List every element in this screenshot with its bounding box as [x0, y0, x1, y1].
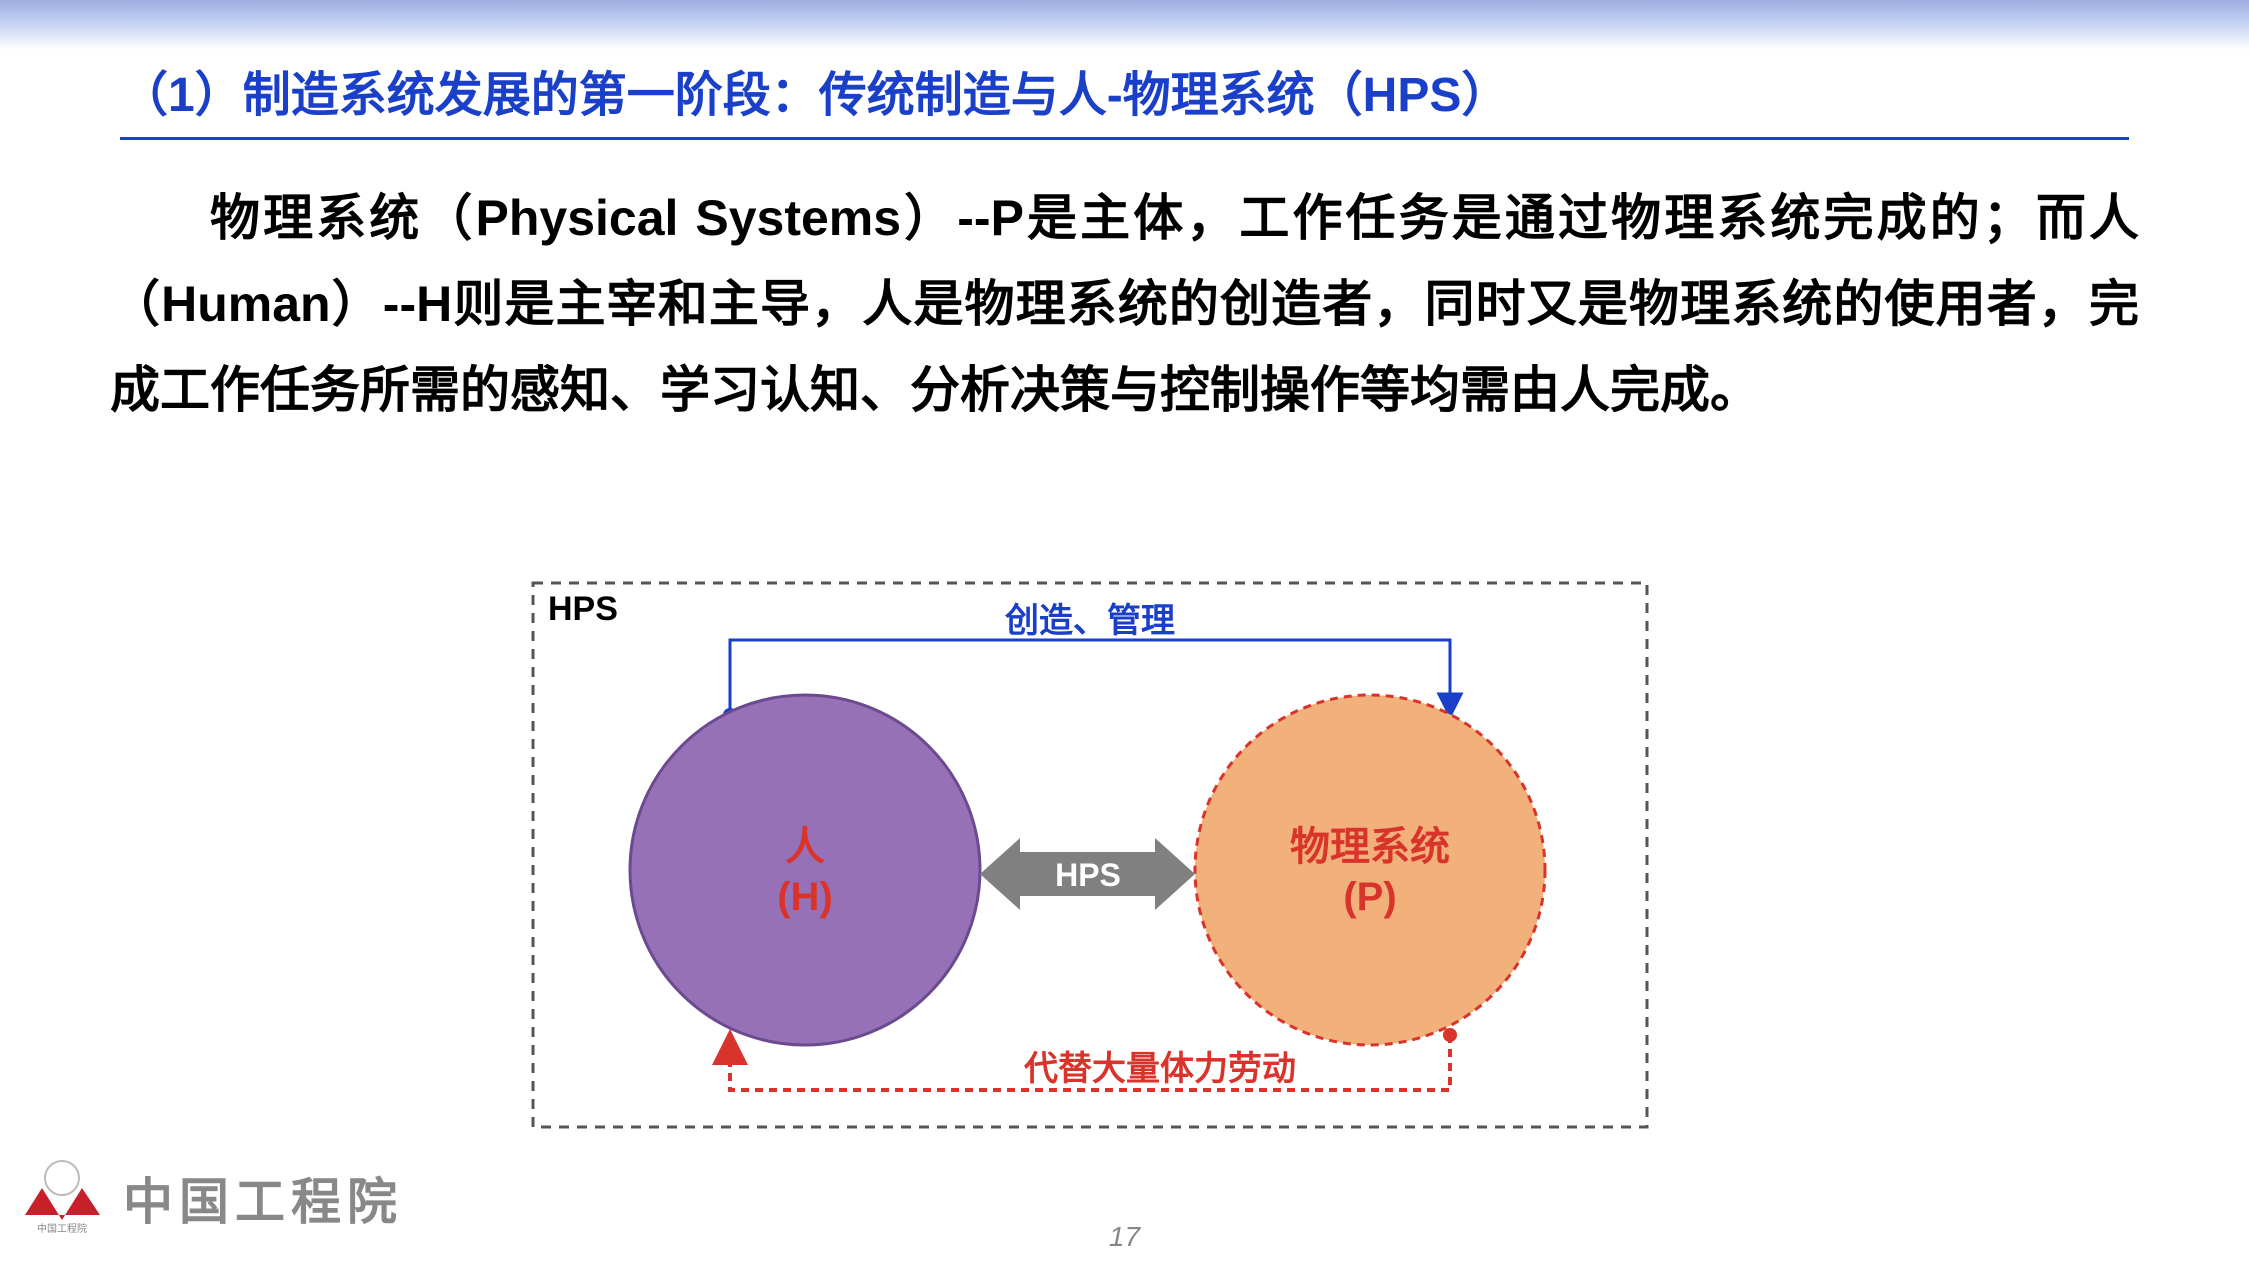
org-name: 中国工程院 [123, 1162, 403, 1234]
svg-text:中国工程院: 中国工程院 [37, 1222, 87, 1235]
node-physical-label1: 物理系统 [1290, 825, 1450, 869]
slide-title: （1）制造系统发展的第一阶段：传统制造与人-物理系统（HPS） [120, 55, 2129, 140]
edge-bottom-start-dot [1443, 1028, 1457, 1042]
node-physical [1195, 695, 1545, 1045]
cae-logo-icon: 中国工程院 [20, 1160, 105, 1235]
diagram-svg: HPS 创造、管理 人 (H) 物理系统 (P) HPS 代替大量体力劳动 [530, 580, 1650, 1130]
body-paragraph: 物理系统（Physical Systems）--P是主体，工作任务是通过物理系统… [110, 175, 2139, 433]
slide-container: （1）制造系统发展的第一阶段：传统制造与人-物理系统（HPS） 物理系统（Phy… [0, 0, 2249, 1265]
connector-label: HPS [1055, 857, 1121, 893]
edge-bottom-label: 代替大量体力劳动 [1023, 1050, 1296, 1088]
diagram-box-label: HPS [548, 590, 618, 628]
node-physical-label2: (P) [1343, 875, 1396, 919]
hps-diagram: HPS 创造、管理 人 (H) 物理系统 (P) HPS 代替大量体力劳动 [530, 580, 1650, 1130]
node-human-label1: 人 [785, 825, 825, 869]
node-human [630, 695, 980, 1045]
edge-top-label: 创造、管理 [1004, 602, 1175, 640]
page-number: 17 [1109, 1221, 1140, 1253]
node-connector: HPS [980, 838, 1195, 910]
footer-logo: 中国工程院 中国工程院 [20, 1160, 403, 1235]
node-human-label2: (H) [777, 875, 833, 919]
